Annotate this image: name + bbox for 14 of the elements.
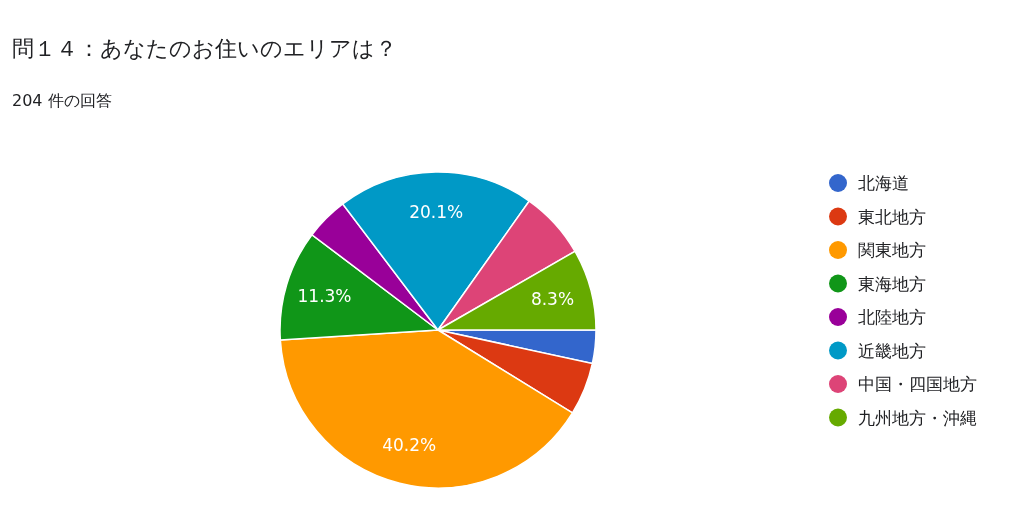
chart-title: 問１４：あなたのお住いのエリアは？ bbox=[12, 36, 397, 61]
legend-label: 九州地方・沖縄 bbox=[858, 407, 977, 428]
data-label: 11.3% bbox=[297, 285, 352, 306]
legend-label: 北海道 bbox=[858, 173, 909, 193]
data-label: 20.1% bbox=[409, 201, 464, 222]
legend-label: 東北地方 bbox=[858, 206, 926, 227]
legend-label: 東海地方 bbox=[858, 273, 926, 294]
data-label: 40.2% bbox=[382, 434, 437, 455]
legend-label: 関東地方 bbox=[858, 240, 926, 260]
legend-label: 北陸地方 bbox=[858, 307, 926, 327]
legend-label: 中国・四国地方 bbox=[858, 374, 977, 394]
text: 204 件の回答 bbox=[12, 91, 112, 110]
data-label: 8.3% bbox=[530, 289, 575, 310]
legend-label: 近畿地方 bbox=[858, 340, 926, 361]
